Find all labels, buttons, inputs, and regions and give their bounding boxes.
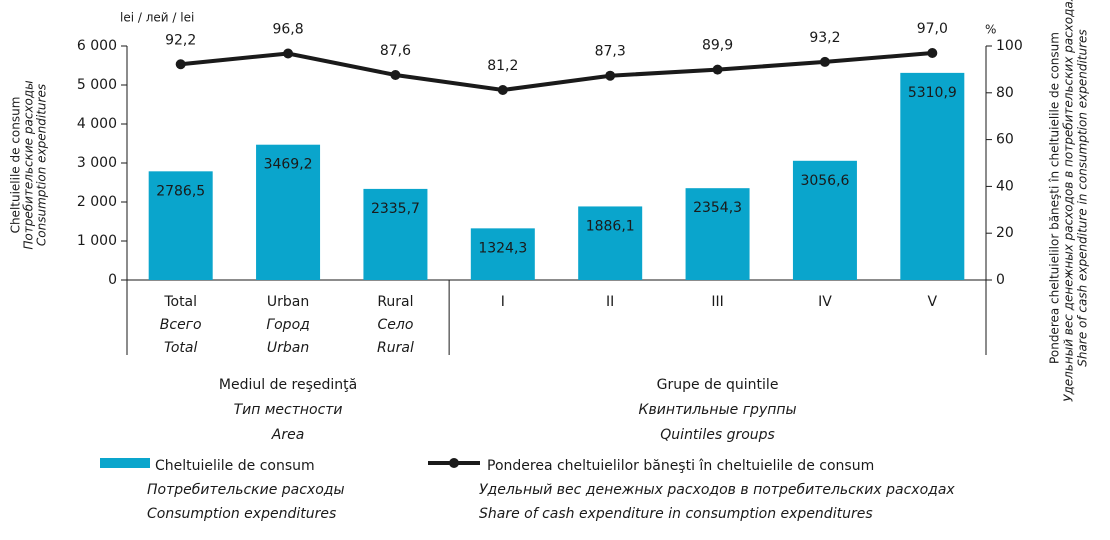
y-tick-label: 5 000 [77,77,117,93]
bar [685,188,750,280]
line-value-label: 89,9 [702,38,733,54]
bar [900,72,965,280]
line-marker [819,56,830,67]
line-value-label: 87,3 [595,44,626,60]
line-marker [712,64,723,75]
line-marker [605,70,616,81]
y2-tick-label: 20 [996,225,1014,241]
bar-value-label: 3469,2 [264,157,313,173]
y-axis-label: Cheltuielile de consum [9,97,23,234]
line-marker [175,59,186,70]
bar-value-label: 2335,7 [371,201,420,217]
legend-label: Ponderea cheltuielilor băneşti în cheltu… [487,458,874,474]
line-marker [497,84,508,95]
group-label: Area [271,427,305,443]
line-value-label: 97,0 [917,21,948,37]
line-marker [390,70,401,81]
legend-label: Удельный вес денежных расходов в потреби… [479,482,955,498]
x-tick-label: Rural [377,294,413,310]
bar [470,228,535,280]
line-value-label: 92,2 [165,32,196,48]
y2-tick-label: 0 [996,272,1005,288]
legend-label: Share of cash expenditure in consumption… [479,506,873,522]
x-tick-label: Всего [160,317,202,333]
y2-axis-label: Share of cash expenditure in consumption… [1076,29,1090,366]
bar-value-label: 5310,9 [908,85,957,101]
bar-value-label: 1324,3 [478,240,527,256]
y2-axis-label: Ponderea cheltuielilor băneşti în cheltu… [1048,32,1062,364]
legend-label: Cheltuielile de consum [155,458,315,474]
y-axis-label: Потребительские расходы [22,80,36,249]
group-label: Квинтильные группы [639,402,797,418]
x-tick-label: III [711,294,723,310]
legend-swatch [100,458,150,468]
y-tick-label: 2 000 [77,194,117,210]
legend-swatch [449,458,459,468]
bar [256,144,321,280]
group-label: Quintiles groups [660,427,775,443]
x-tick-label: I [501,294,505,310]
y-tick-label: 6 000 [77,38,117,54]
bar [363,188,428,280]
y2-axis-label: Удельный вес денежных расходов в потреби… [1062,0,1076,402]
line-marker [927,48,938,59]
y-unit: lei / лей / lei [120,11,194,25]
y2-unit: % [985,23,996,37]
line [180,51,933,93]
x-tick-label: V [928,294,938,310]
line-value-label: 96,8 [272,21,303,37]
y-tick-label: 0 [108,272,117,288]
x-tick-label: Total [164,340,197,356]
line-value-label: 81,2 [487,58,518,74]
legend-label: Consumption expenditures [147,506,336,522]
x-tick-label: Total [163,294,197,310]
y-tick-label: 4 000 [77,116,117,132]
line-value-label: 93,2 [809,30,840,46]
bar-value-label: 2354,3 [693,200,742,216]
x-tick-label: Urban [267,340,309,356]
x-tick-label: Село [377,317,413,333]
x-tick-label: Город [266,317,310,333]
x-tick-label: II [606,294,614,310]
x-tick-label: Rural [377,340,414,356]
y-tick-label: 3 000 [77,155,117,171]
y-axis-label: Consumption expenditures [35,84,49,246]
group-label: Тип местности [234,402,343,418]
bar-value-label: 2786,5 [156,183,205,199]
group-label: Grupe de quintile [657,377,779,393]
bar-value-label: 1886,1 [586,218,635,234]
group-label: Mediul de reşedinţă [219,377,357,393]
y2-tick-label: 100 [996,38,1023,54]
bar [792,160,857,280]
bar-value-label: 3056,6 [800,173,849,189]
x-tick-label: IV [818,294,832,310]
line-value-label: 87,6 [380,43,411,59]
line-marker [283,48,294,59]
bar [578,206,643,280]
y2-tick-label: 80 [996,85,1014,101]
legend-label: Потребительские расходы [147,482,345,498]
bar [148,171,213,280]
y-tick-label: 1 000 [77,233,117,249]
x-tick-label: Urban [267,294,309,310]
y2-tick-label: 40 [996,178,1014,194]
y2-tick-label: 60 [996,132,1014,148]
